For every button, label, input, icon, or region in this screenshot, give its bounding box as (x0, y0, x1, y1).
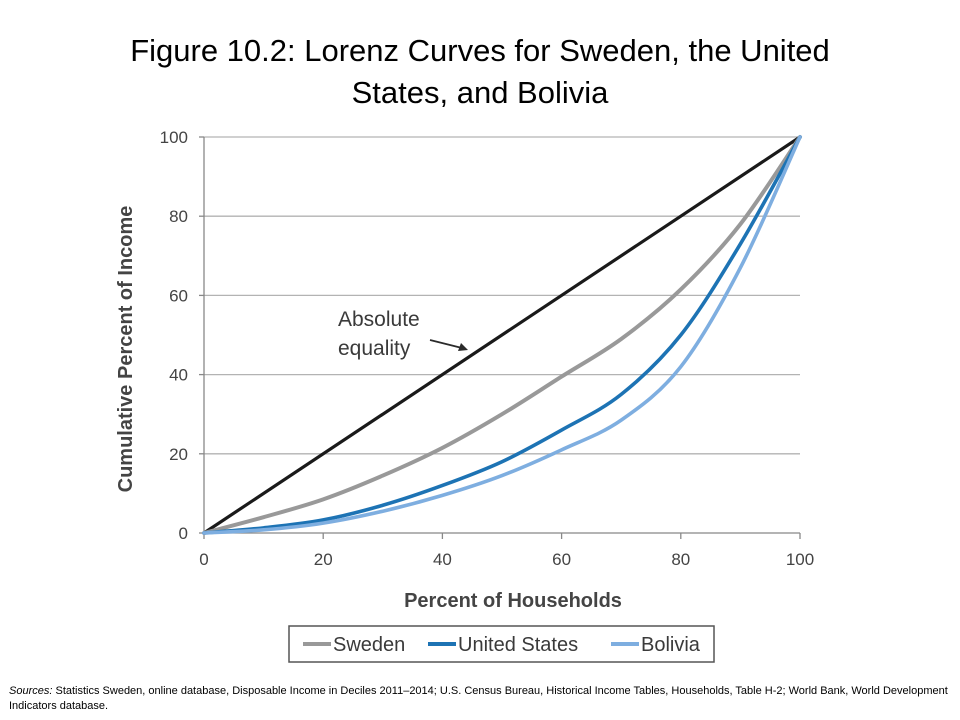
legend-label-united-states: United States (458, 634, 578, 656)
series-line-united-states (202, 135, 802, 535)
y-tick-label: 40 (169, 366, 188, 385)
x-tick-label: 40 (433, 550, 452, 569)
gridlines (204, 136, 800, 455)
series-line-bolivia (202, 135, 802, 535)
series-lines (202, 135, 802, 535)
chart-title-line: Figure 10.2: Lorenz Curves for Sweden, t… (130, 33, 830, 68)
sources-lead: Sources: (9, 685, 53, 697)
chart-title: Figure 10.2: Lorenz Curves for Sweden, t… (40, 30, 920, 114)
legend-item-bolivia: Bolivia (611, 634, 701, 656)
x-tick-label: 0 (199, 550, 208, 569)
legend-label-bolivia: Bolivia (641, 634, 701, 656)
tick-labels: 0 20 40 60 80 100 0 20 40 60 80 100 (160, 128, 815, 569)
x-axis-label: Percent of Households (404, 590, 622, 612)
y-tick-label: 0 (179, 524, 188, 543)
legend-box (288, 625, 715, 663)
y-tick-label: 60 (169, 286, 188, 305)
y-tick-label: 100 (160, 128, 188, 147)
legend-item-sweden: Sweden (303, 634, 405, 656)
legend: Sweden United States Bolivia (288, 625, 715, 663)
x-tick-label: 60 (552, 550, 571, 569)
legend-item-united-states: United States (428, 634, 578, 656)
lorenz-chart: 0 20 40 60 80 100 0 20 40 60 80 100 Cumulative Perc… (115, 128, 815, 663)
sources-note: Sources: Statistics Sweden, online datab… (9, 684, 954, 714)
legend-label-sweden: Sweden (333, 634, 405, 656)
x-tick-label: 80 (671, 550, 690, 569)
annotation-line: Absolute (338, 308, 420, 331)
x-tick-label: 20 (314, 550, 333, 569)
sources-text: Statistics Sweden, online database, Disp… (9, 685, 948, 712)
series-line-equality (202, 135, 802, 535)
annotation-arrowhead (458, 343, 468, 351)
series-line-sweden (202, 135, 802, 535)
x-tick-label: 100 (786, 550, 814, 569)
chart-title-line: States, and Bolivia (351, 75, 609, 110)
absolute-equality-annotation: Absolute equality (338, 308, 468, 360)
annotation-arrow-shaft (429, 339, 463, 349)
y-axis-label: Cumulative Percent of Income (115, 206, 137, 493)
annotation-line: equality (338, 337, 411, 360)
y-tick-label: 20 (169, 445, 188, 464)
y-tick-label: 80 (169, 207, 188, 226)
